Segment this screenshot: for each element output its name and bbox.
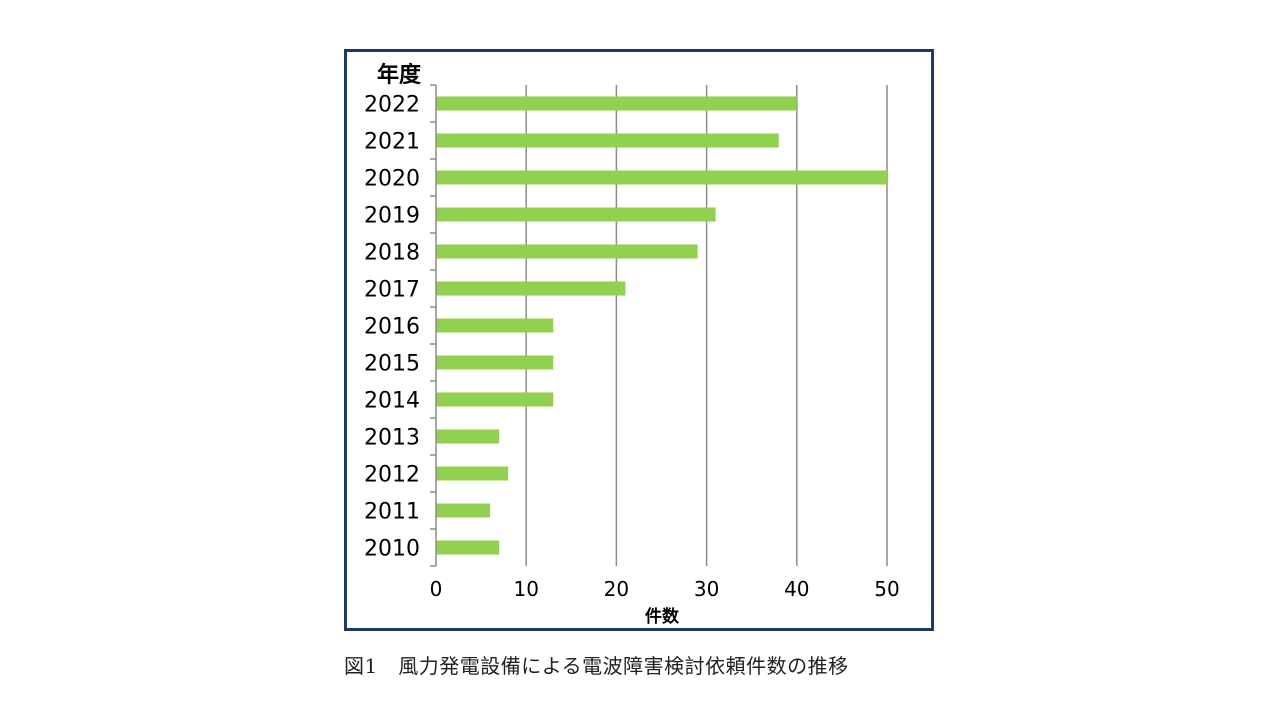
x-tick-label: 50 (874, 577, 899, 601)
y-tick-label: 2018 (364, 241, 420, 266)
bar (436, 207, 716, 222)
y-tick-label: 2016 (364, 315, 420, 340)
figure-caption: 図1 風力発電設備による電波障害検討依頼件数の推移 (344, 654, 849, 678)
bar (436, 392, 554, 407)
y-axis-title: 年度 (377, 62, 422, 88)
y-tick-label: 2022 (364, 93, 420, 118)
y-tick-label: 2017 (364, 278, 420, 303)
axes (430, 84, 437, 567)
y-tick-label: 2011 (364, 500, 420, 525)
bar (436, 466, 509, 481)
y-tick-label: 2010 (364, 537, 420, 562)
x-tick-label: 30 (694, 577, 719, 601)
bar (436, 540, 500, 555)
x-tick-label: 0 (430, 577, 443, 601)
bar (436, 503, 491, 518)
bar (436, 355, 554, 370)
y-tick-label: 2012 (364, 463, 420, 488)
bar-chart: 年度 件数 0 10 20 30 40 50 2022 2021 2020 2019 2018 201… (364, 62, 900, 627)
bar (436, 244, 698, 259)
x-tick-label: 10 (513, 577, 538, 601)
y-tick-label: 2021 (364, 130, 420, 155)
y-tick-label: 2020 (364, 167, 420, 192)
tick-labels: 0 10 20 30 40 50 2022 2021 2020 2019 2018 2017 2016 2… (364, 93, 900, 602)
x-tick-label: 20 (604, 577, 629, 601)
x-tick-label: 40 (784, 577, 809, 601)
gridlines (525, 85, 888, 566)
x-axis-title: 件数 (645, 606, 680, 627)
y-tick-label: 2019 (364, 204, 420, 229)
bar (436, 318, 554, 333)
bar (436, 281, 626, 296)
chart-frame: 年度 件数 0 10 20 30 40 50 2022 2021 2020 2019 2018 201… (344, 49, 934, 631)
y-tick-label: 2015 (364, 352, 420, 377)
bar (436, 96, 797, 111)
y-tick-label: 2013 (364, 426, 420, 451)
bar (436, 429, 500, 444)
bar (436, 170, 887, 185)
bar (436, 133, 779, 148)
y-tick-label: 2014 (364, 389, 420, 414)
bars (436, 96, 887, 555)
